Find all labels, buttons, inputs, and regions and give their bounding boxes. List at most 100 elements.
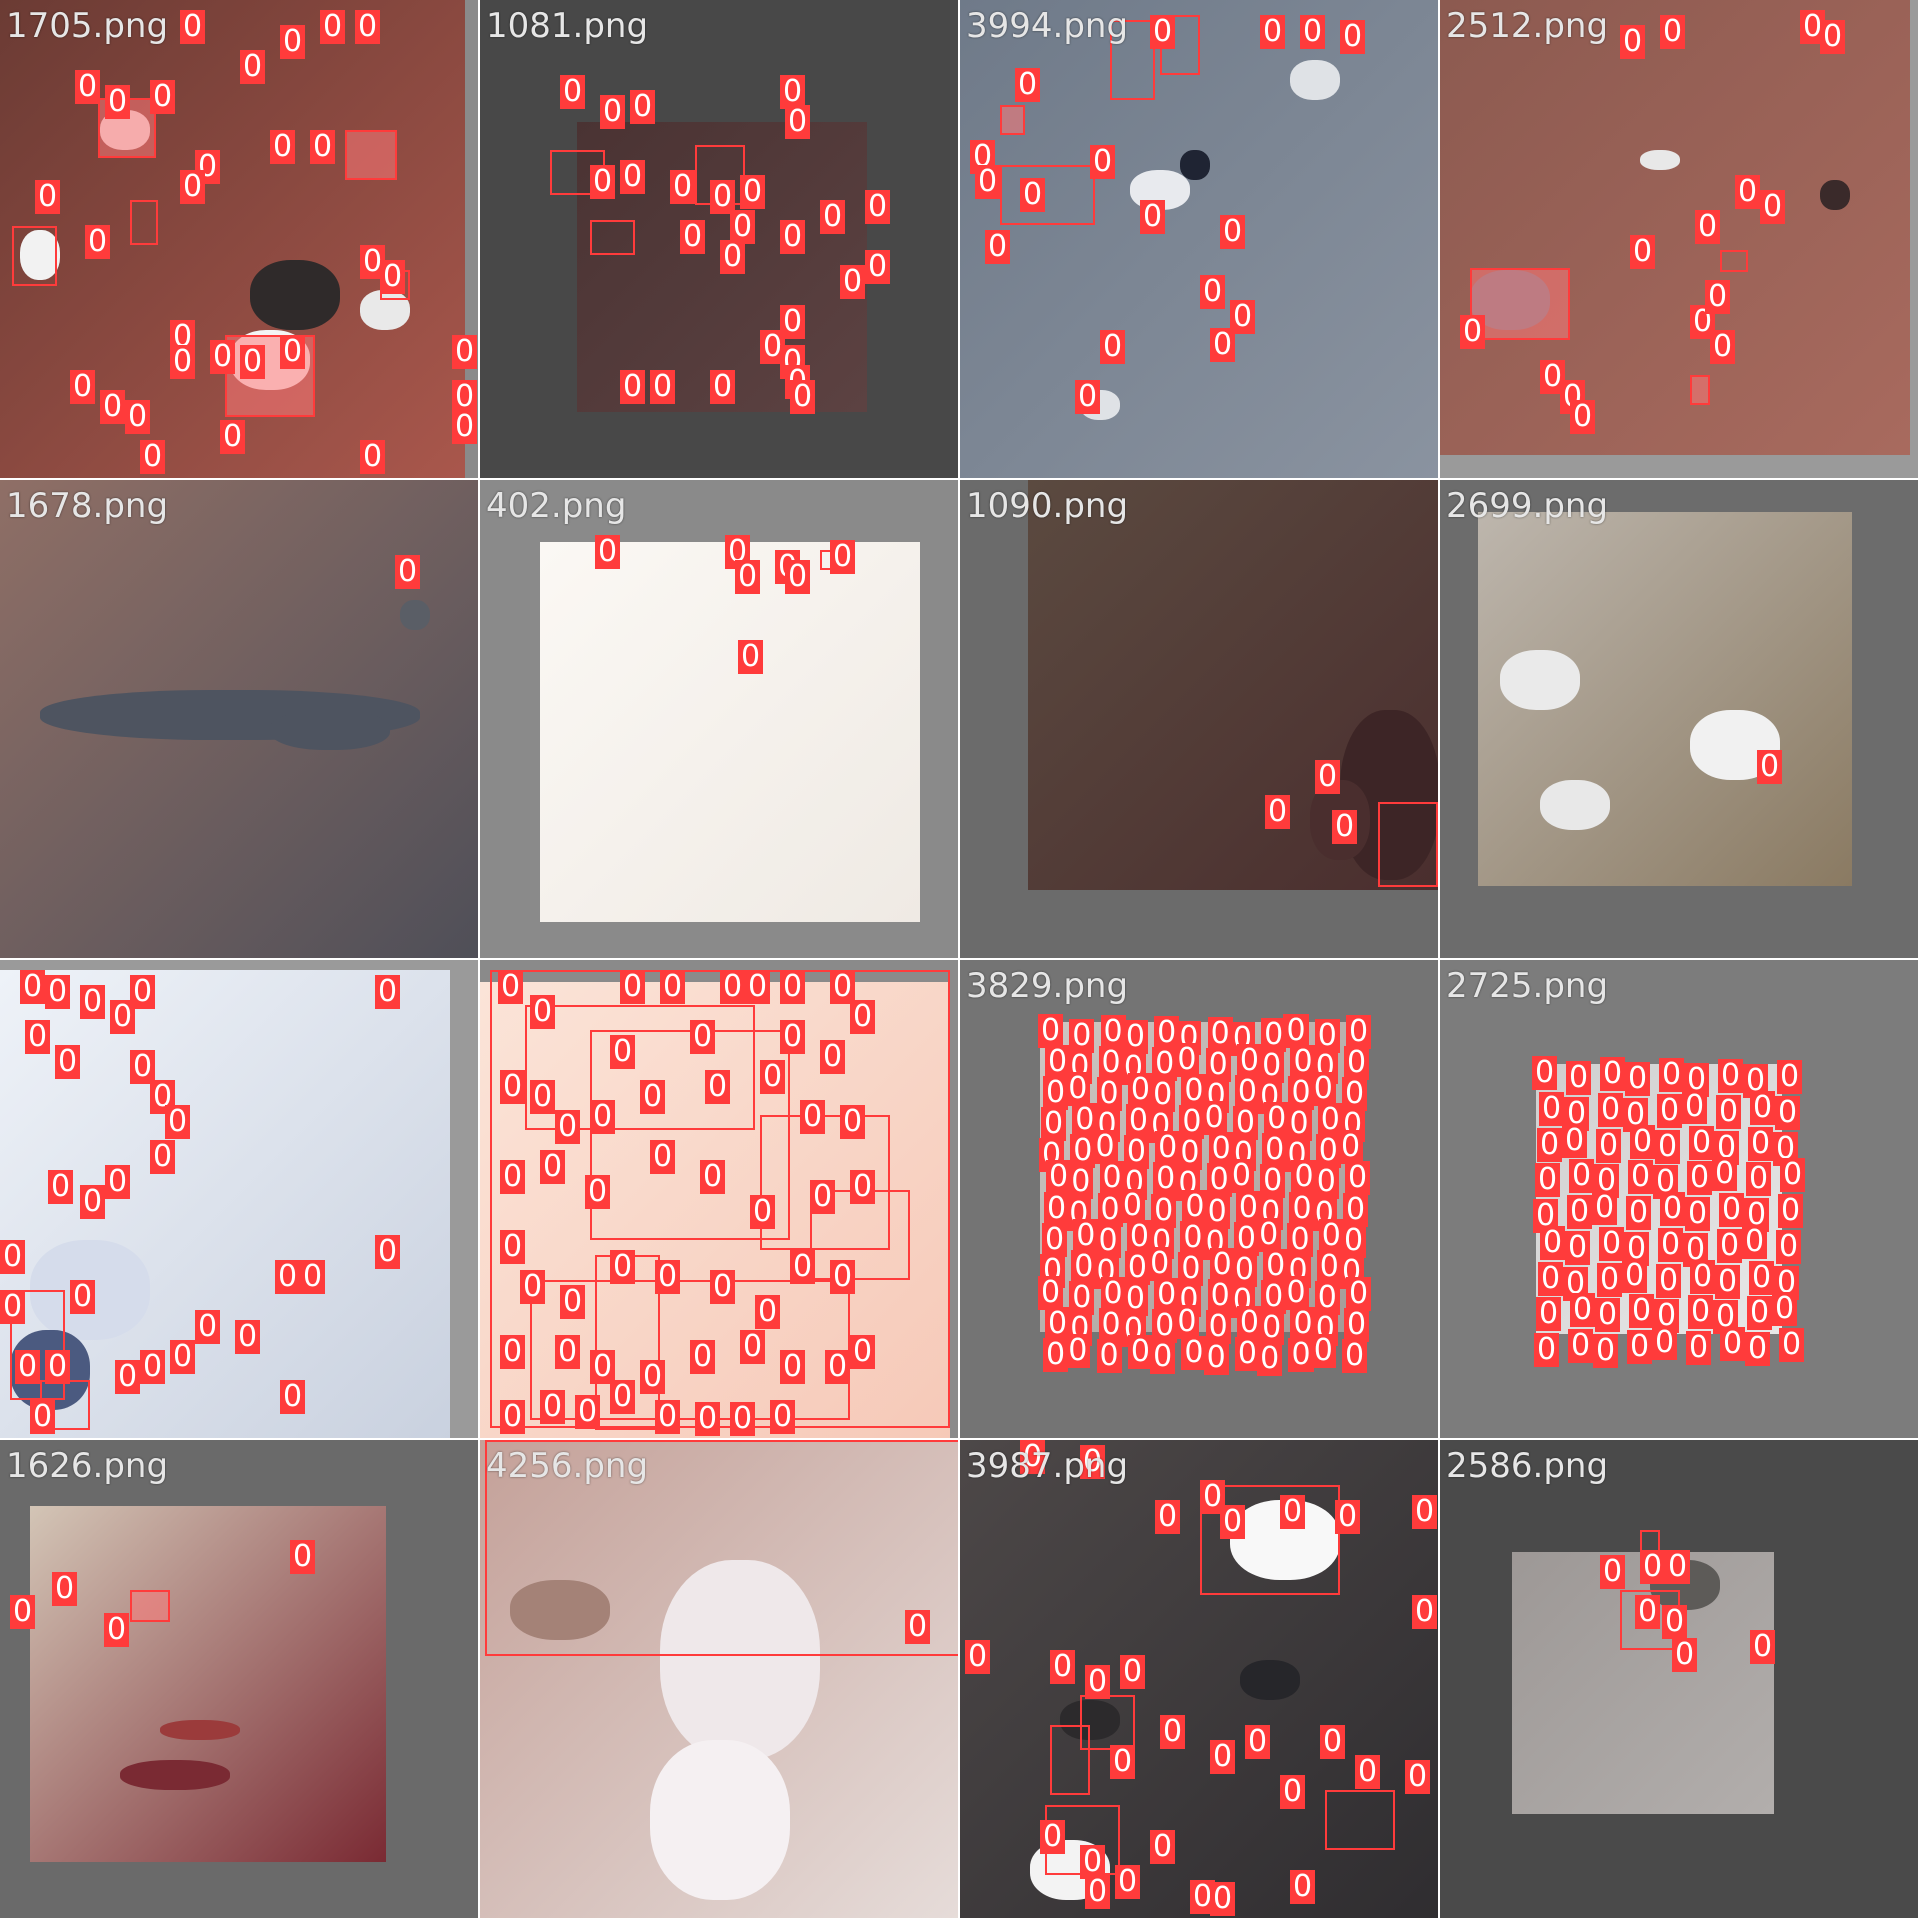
class-label-tag: 0 bbox=[280, 25, 306, 59]
class-label-tag: 0 bbox=[1100, 330, 1126, 364]
class-label-tag: 0 bbox=[1096, 1339, 1122, 1373]
class-label-tag: 0 bbox=[165, 1105, 191, 1139]
class-label-tag: 0 bbox=[1044, 1191, 1070, 1226]
class-label-tag: 0 bbox=[1151, 1193, 1177, 1228]
class-label-tag: 0 bbox=[1599, 1226, 1625, 1261]
class-label-tag: 0 bbox=[1095, 1223, 1121, 1258]
detection-box bbox=[10, 1290, 65, 1400]
class-label-tag: 0 bbox=[1043, 1076, 1069, 1111]
class-label-tag: 0 bbox=[1261, 1018, 1287, 1052]
class-label-tag: 0 bbox=[1626, 1196, 1652, 1230]
cloud-blob bbox=[1500, 650, 1580, 710]
class-label-tag: 0 bbox=[1050, 1650, 1076, 1684]
class-label-tag: 0 bbox=[1220, 1505, 1246, 1539]
class-label-tag: 0 bbox=[1043, 1338, 1069, 1372]
class-label-tag: 0 bbox=[150, 1140, 176, 1174]
class-label-tag: 0 bbox=[452, 335, 478, 369]
class-label-tag: 0 bbox=[1140, 200, 1166, 234]
class-label-tag: 0 bbox=[1340, 20, 1366, 54]
detection-box bbox=[1200, 1485, 1340, 1595]
class-label-tag: 0 bbox=[500, 1400, 526, 1434]
class-label-tag: 0 bbox=[1775, 1095, 1801, 1130]
class-label-tag: 0 bbox=[865, 250, 891, 284]
class-label-tag: 0 bbox=[280, 1380, 306, 1414]
class-label-tag: 0 bbox=[1598, 1092, 1624, 1127]
class-label-tag: 0 bbox=[1177, 1136, 1203, 1171]
class-label-tag: 0 bbox=[500, 1160, 526, 1194]
class-label-tag: 0 bbox=[1182, 1189, 1208, 1224]
class-label-tag: 0 bbox=[1332, 810, 1358, 844]
class-label-tag: 0 bbox=[0, 1290, 26, 1324]
class-label-tag: 0 bbox=[695, 1402, 721, 1436]
class-label-tag: 0 bbox=[1315, 760, 1341, 794]
class-label-tag: 0 bbox=[820, 200, 846, 234]
class-label-tag: 0 bbox=[1630, 235, 1656, 269]
class-label-tag: 0 bbox=[1120, 1655, 1146, 1689]
class-label-tag: 0 bbox=[610, 1035, 636, 1069]
class-label-tag: 0 bbox=[1656, 1263, 1682, 1298]
class-label-tag: 0 bbox=[104, 1613, 130, 1647]
class-label-tag: 0 bbox=[1592, 1191, 1618, 1225]
detection-box bbox=[130, 200, 158, 245]
tile-filename: 402.png bbox=[486, 486, 627, 526]
class-label-tag: 0 bbox=[1344, 1046, 1370, 1081]
class-label-tag: 0 bbox=[140, 1350, 166, 1384]
class-label-tag: 0 bbox=[1620, 25, 1646, 59]
class-label-tag: 0 bbox=[825, 1350, 851, 1384]
class-label-tag: 0 bbox=[1315, 1134, 1341, 1169]
class-label-tag: 0 bbox=[690, 1020, 716, 1054]
image-tile: 0 0 0 0 0 0 0 0 0 0 0 0 0 0 0 0 0 3994.png bbox=[960, 0, 1438, 478]
cloud-blob bbox=[120, 1760, 230, 1790]
image-tile: 0 4256.png bbox=[480, 1440, 958, 1918]
class-label-tag: 0 bbox=[1206, 1163, 1232, 1198]
class-label-tag: 0 bbox=[1710, 330, 1736, 364]
class-label-tag: 0 bbox=[830, 1260, 856, 1294]
class-label-tag: 0 bbox=[1595, 1298, 1621, 1333]
image-tile: 0 0 0 0 0 0 0 0 0 0 0 0 0 0 0 0 0 0 0 0 0 0 0 0 0 0 0 0 0 3987.png bbox=[960, 1440, 1438, 1918]
class-label-tag: 0 bbox=[150, 80, 176, 114]
class-label-tag: 0 bbox=[1688, 1295, 1714, 1330]
class-label-tag: 0 bbox=[220, 420, 246, 454]
class-label-tag: 0 bbox=[760, 1060, 786, 1094]
class-label-tag: 0 bbox=[360, 440, 386, 474]
image-tile: 0 0 0 1090.png bbox=[960, 480, 1438, 958]
class-label-tag: 0 bbox=[500, 1230, 526, 1264]
image-tile: 0 0 0 0 0 0 0 0 0 0 0 0 0 0 0 2512.png bbox=[1440, 0, 1918, 478]
class-label-tag: 0 bbox=[745, 970, 771, 1004]
detection-box bbox=[1325, 1790, 1395, 1850]
class-label-tag: 0 bbox=[975, 165, 1001, 199]
class-label-tag: 0 bbox=[1127, 1073, 1153, 1108]
class-label-tag: 0 bbox=[710, 370, 736, 404]
class-label-tag: 0 bbox=[1314, 1019, 1340, 1053]
image-tile: 0 2699.png bbox=[1440, 480, 1918, 958]
satellite-scene bbox=[540, 542, 920, 922]
class-label-tag: 0 bbox=[1335, 1500, 1361, 1534]
cloud-blob bbox=[20, 230, 60, 280]
class-label-tag: 0 bbox=[15, 1350, 41, 1384]
class-label-tag: 0 bbox=[1110, 1745, 1136, 1779]
class-label-tag: 0 bbox=[650, 1140, 676, 1174]
class-label-tag: 0 bbox=[1092, 1130, 1118, 1165]
class-label-tag: 0 bbox=[1150, 1078, 1176, 1113]
class-label-tag: 0 bbox=[1355, 1755, 1381, 1789]
class-label-tag: 0 bbox=[1717, 1228, 1743, 1263]
class-label-tag: 0 bbox=[1262, 1133, 1288, 1168]
class-label-tag: 0 bbox=[1220, 215, 1246, 249]
class-label-tag: 0 bbox=[780, 1020, 806, 1054]
class-label-tag: 0 bbox=[1210, 1740, 1236, 1774]
class-label-tag: 0 bbox=[655, 1400, 681, 1434]
class-label-tag: 0 bbox=[1705, 280, 1731, 314]
class-label-tag: 0 bbox=[500, 1070, 526, 1104]
class-label-tag: 0 bbox=[640, 1080, 666, 1114]
class-label-tag: 0 bbox=[738, 640, 764, 674]
class-label-tag: 0 bbox=[300, 1260, 326, 1294]
class-label-tag: 0 bbox=[590, 1100, 616, 1134]
class-label-tag: 0 bbox=[100, 390, 126, 424]
class-label-tag: 0 bbox=[1207, 1017, 1233, 1051]
cloud-blob bbox=[1540, 780, 1610, 830]
detection-box bbox=[345, 130, 397, 180]
class-label-tag: 0 bbox=[1682, 1089, 1708, 1124]
class-label-tag: 0 bbox=[195, 150, 221, 184]
